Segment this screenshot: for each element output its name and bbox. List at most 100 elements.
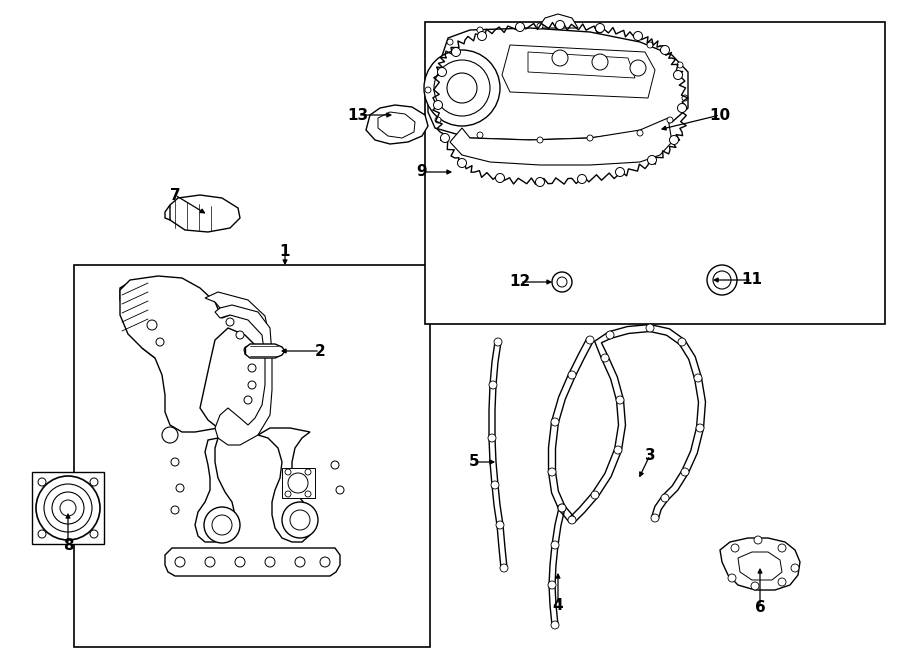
Circle shape: [681, 468, 689, 476]
Circle shape: [670, 136, 679, 145]
Circle shape: [555, 20, 564, 30]
Circle shape: [236, 331, 244, 339]
Circle shape: [661, 494, 669, 502]
Polygon shape: [502, 45, 655, 98]
Polygon shape: [528, 52, 635, 78]
Polygon shape: [282, 468, 315, 498]
Circle shape: [44, 484, 92, 532]
Circle shape: [244, 396, 252, 404]
Circle shape: [614, 446, 622, 454]
Circle shape: [477, 27, 483, 33]
Circle shape: [248, 381, 256, 389]
Circle shape: [434, 100, 443, 110]
Circle shape: [558, 504, 566, 512]
Circle shape: [305, 469, 311, 475]
Circle shape: [778, 578, 786, 586]
Circle shape: [601, 354, 609, 362]
Circle shape: [548, 581, 556, 589]
Circle shape: [205, 557, 215, 567]
Polygon shape: [378, 112, 415, 138]
Circle shape: [175, 557, 185, 567]
Circle shape: [591, 491, 599, 499]
Circle shape: [667, 117, 673, 123]
Circle shape: [305, 491, 311, 497]
Polygon shape: [738, 552, 782, 580]
Circle shape: [728, 574, 736, 582]
Circle shape: [586, 336, 594, 344]
Circle shape: [678, 104, 687, 112]
Circle shape: [494, 338, 502, 346]
Circle shape: [651, 514, 659, 522]
Circle shape: [156, 338, 164, 346]
Circle shape: [678, 338, 686, 346]
Text: 11: 11: [742, 272, 762, 288]
Circle shape: [440, 134, 449, 143]
Circle shape: [435, 117, 441, 123]
Bar: [425, 22, 885, 324]
Circle shape: [537, 23, 543, 29]
Circle shape: [437, 67, 446, 77]
Circle shape: [578, 175, 587, 184]
Circle shape: [290, 510, 310, 530]
Circle shape: [491, 481, 499, 489]
Text: 9: 9: [417, 165, 428, 180]
Circle shape: [791, 564, 799, 572]
Circle shape: [295, 557, 305, 567]
Text: 6: 6: [754, 600, 765, 615]
Polygon shape: [428, 28, 688, 140]
Text: 4: 4: [553, 598, 563, 613]
Circle shape: [592, 54, 608, 70]
Circle shape: [171, 506, 179, 514]
Circle shape: [587, 135, 593, 141]
Circle shape: [548, 468, 556, 476]
Circle shape: [558, 504, 566, 512]
Polygon shape: [205, 292, 270, 365]
Circle shape: [731, 544, 739, 552]
Circle shape: [673, 71, 682, 79]
Text: 1: 1: [280, 245, 290, 260]
Circle shape: [162, 427, 178, 443]
Circle shape: [477, 132, 483, 138]
Circle shape: [447, 73, 477, 103]
Circle shape: [496, 173, 505, 182]
Circle shape: [90, 478, 98, 486]
Circle shape: [677, 62, 683, 68]
Circle shape: [36, 476, 100, 540]
Text: 13: 13: [347, 108, 369, 122]
Circle shape: [204, 507, 240, 543]
Circle shape: [171, 458, 179, 466]
Polygon shape: [258, 428, 312, 542]
Text: 3: 3: [644, 447, 655, 463]
Polygon shape: [215, 305, 272, 445]
Circle shape: [52, 492, 84, 524]
Circle shape: [285, 469, 291, 475]
Circle shape: [489, 381, 497, 389]
Circle shape: [60, 500, 76, 516]
Circle shape: [568, 516, 576, 524]
Circle shape: [616, 396, 624, 404]
Polygon shape: [120, 276, 268, 432]
Circle shape: [646, 324, 654, 332]
Circle shape: [634, 32, 643, 40]
Polygon shape: [538, 14, 578, 28]
Circle shape: [557, 277, 567, 287]
Circle shape: [38, 530, 46, 538]
Circle shape: [38, 478, 46, 486]
Circle shape: [212, 515, 232, 535]
Circle shape: [552, 50, 568, 66]
Circle shape: [288, 473, 308, 493]
Circle shape: [568, 371, 576, 379]
Circle shape: [551, 541, 559, 549]
Circle shape: [552, 272, 572, 292]
Circle shape: [434, 60, 490, 116]
Circle shape: [661, 46, 670, 54]
Circle shape: [551, 418, 559, 426]
Circle shape: [336, 486, 344, 494]
Circle shape: [447, 39, 453, 45]
Circle shape: [597, 27, 603, 33]
Circle shape: [778, 544, 786, 552]
Polygon shape: [720, 538, 800, 590]
Circle shape: [488, 434, 496, 442]
Circle shape: [606, 331, 614, 339]
Polygon shape: [195, 438, 235, 542]
